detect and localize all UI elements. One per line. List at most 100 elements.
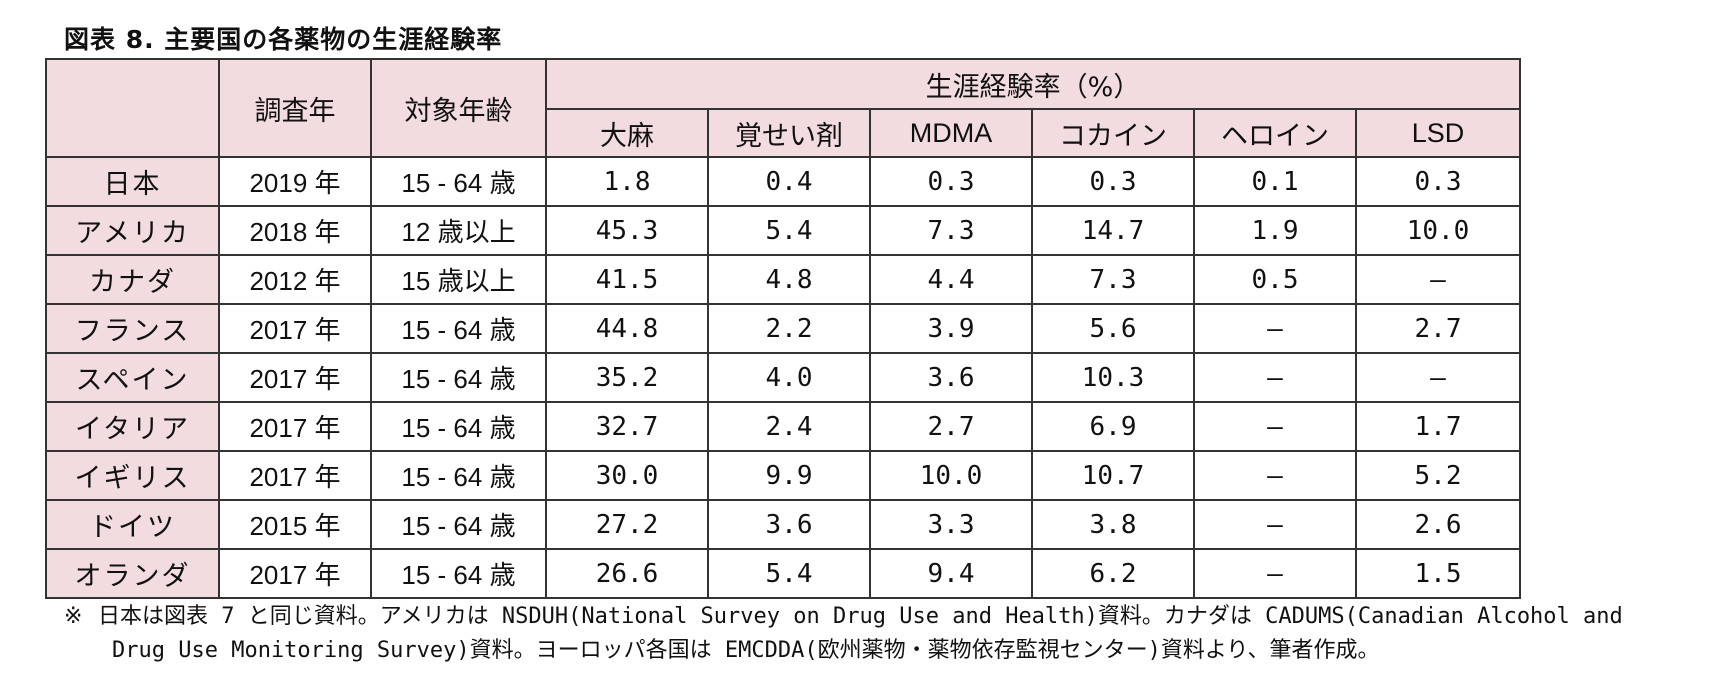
- table-row: オランダ 2017 年 15 - 64 歳 26.6 5.4 9.4 6.2 —…: [45, 548, 1521, 599]
- value-cell: —: [1355, 254, 1521, 305]
- value-cell: 0.3: [869, 156, 1033, 207]
- value-cell: 45.3: [545, 205, 709, 256]
- table-row: アメリカ 2018 年 12 歳以上 45.3 5.4 7.3 14.7 1.9…: [45, 205, 1521, 256]
- value-cell: —: [1193, 303, 1357, 354]
- age-cell: 15 - 64 歳: [370, 548, 547, 599]
- table-row: フランス 2017 年 15 - 64 歳 44.8 2.2 3.9 5.6 —…: [45, 303, 1521, 354]
- value-cell: 10.7: [1031, 450, 1195, 501]
- value-cell: —: [1193, 499, 1357, 550]
- country-cell: 日本: [45, 156, 220, 207]
- age-cell: 15 歳以上: [370, 254, 547, 305]
- value-cell: —: [1193, 401, 1357, 452]
- value-cell: 7.3: [1031, 254, 1195, 305]
- value-cell: 26.6: [545, 548, 709, 599]
- value-cell: 14.7: [1031, 205, 1195, 256]
- age-cell: 15 - 64 歳: [370, 303, 547, 354]
- header-drug: 大麻: [545, 108, 709, 158]
- year-cell: 2015 年: [218, 499, 372, 550]
- value-cell: 10.0: [1355, 205, 1521, 256]
- table-row: ドイツ 2015 年 15 - 64 歳 27.2 3.6 3.3 3.8 — …: [45, 499, 1521, 550]
- value-cell: 35.2: [545, 352, 709, 403]
- value-cell: 2.4: [707, 401, 871, 452]
- value-cell: 4.4: [869, 254, 1033, 305]
- value-cell: 9.9: [707, 450, 871, 501]
- value-cell: 3.8: [1031, 499, 1195, 550]
- header-drug: ヘロイン: [1193, 108, 1357, 158]
- value-cell: 7.3: [869, 205, 1033, 256]
- value-cell: 0.4: [707, 156, 871, 207]
- country-cell: フランス: [45, 303, 220, 354]
- year-cell: 2017 年: [218, 303, 372, 354]
- header-drug: LSD: [1355, 108, 1521, 158]
- age-cell: 15 - 64 歳: [370, 156, 547, 207]
- age-cell: 15 - 64 歳: [370, 352, 547, 403]
- table-row: カナダ 2012 年 15 歳以上 41.5 4.8 4.4 7.3 0.5 —: [45, 254, 1521, 305]
- value-cell: —: [1355, 352, 1521, 403]
- note-line-2: Drug Use Monitoring Survey)資料。ヨーロッパ各国は E…: [112, 638, 1380, 663]
- note-mark: ※: [64, 604, 83, 629]
- value-cell: 0.3: [1031, 156, 1195, 207]
- country-cell: ドイツ: [45, 499, 220, 550]
- value-cell: 0.5: [1193, 254, 1357, 305]
- value-cell: 5.4: [707, 548, 871, 599]
- value-cell: 4.0: [707, 352, 871, 403]
- header-lifetime-prevalence: 生涯経験率（%）: [545, 58, 1521, 110]
- country-cell: オランダ: [45, 548, 220, 599]
- age-cell: 15 - 64 歳: [370, 401, 547, 452]
- header-drug: コカイン: [1031, 108, 1195, 158]
- table-row: スペイン 2017 年 15 - 64 歳 35.2 4.0 3.6 10.3 …: [45, 352, 1521, 403]
- header-drug: 覚せい剤: [707, 108, 871, 158]
- value-cell: 32.7: [545, 401, 709, 452]
- value-cell: 6.9: [1031, 401, 1195, 452]
- country-cell: イギリス: [45, 450, 220, 501]
- value-cell: 0.1: [1193, 156, 1357, 207]
- header-survey-year: 調査年: [218, 58, 372, 158]
- table-row: イギリス 2017 年 15 - 64 歳 30.0 9.9 10.0 10.7…: [45, 450, 1521, 501]
- value-cell: 27.2: [545, 499, 709, 550]
- value-cell: 4.8: [707, 254, 871, 305]
- value-cell: 2.7: [869, 401, 1033, 452]
- value-cell: 3.6: [707, 499, 871, 550]
- value-cell: 5.2: [1355, 450, 1521, 501]
- year-cell: 2017 年: [218, 450, 372, 501]
- value-cell: 1.7: [1355, 401, 1521, 452]
- figure-title: 図表 8. 主要国の各薬物の生涯経験率: [64, 25, 503, 54]
- value-cell: 3.3: [869, 499, 1033, 550]
- year-cell: 2019 年: [218, 156, 372, 207]
- age-cell: 12 歳以上: [370, 205, 547, 256]
- value-cell: —: [1193, 548, 1357, 599]
- note-line-1: 日本は図表 7 と同じ資料。アメリカは NSDUH(National Surve…: [98, 604, 1623, 629]
- value-cell: 0.3: [1355, 156, 1521, 207]
- year-cell: 2017 年: [218, 401, 372, 452]
- country-cell: アメリカ: [45, 205, 220, 256]
- table-row: 日本 2019 年 15 - 64 歳 1.8 0.4 0.3 0.3 0.1 …: [45, 156, 1521, 207]
- year-cell: 2018 年: [218, 205, 372, 256]
- value-cell: 44.8: [545, 303, 709, 354]
- source-note: ※ 日本は図表 7 と同じ資料。アメリカは NSDUH(National Surv…: [64, 600, 1684, 668]
- value-cell: 30.0: [545, 450, 709, 501]
- year-cell: 2017 年: [218, 352, 372, 403]
- country-cell: スペイン: [45, 352, 220, 403]
- value-cell: 10.0: [869, 450, 1033, 501]
- value-cell: 1.9: [1193, 205, 1357, 256]
- country-cell: イタリア: [45, 401, 220, 452]
- table-row: イタリア 2017 年 15 - 64 歳 32.7 2.4 2.7 6.9 —…: [45, 401, 1521, 452]
- year-cell: 2012 年: [218, 254, 372, 305]
- value-cell: 2.6: [1355, 499, 1521, 550]
- value-cell: 2.7: [1355, 303, 1521, 354]
- value-cell: 1.5: [1355, 548, 1521, 599]
- value-cell: 3.6: [869, 352, 1033, 403]
- value-cell: —: [1193, 352, 1357, 403]
- value-cell: 5.6: [1031, 303, 1195, 354]
- header-target-age: 対象年齢: [370, 58, 547, 158]
- value-cell: 5.4: [707, 205, 871, 256]
- value-cell: 1.8: [545, 156, 709, 207]
- value-cell: 41.5: [545, 254, 709, 305]
- age-cell: 15 - 64 歳: [370, 499, 547, 550]
- age-cell: 15 - 64 歳: [370, 450, 547, 501]
- header-drug: MDMA: [869, 108, 1033, 158]
- value-cell: —: [1193, 450, 1357, 501]
- value-cell: 6.2: [1031, 548, 1195, 599]
- value-cell: 2.2: [707, 303, 871, 354]
- corner-cell: [45, 58, 220, 158]
